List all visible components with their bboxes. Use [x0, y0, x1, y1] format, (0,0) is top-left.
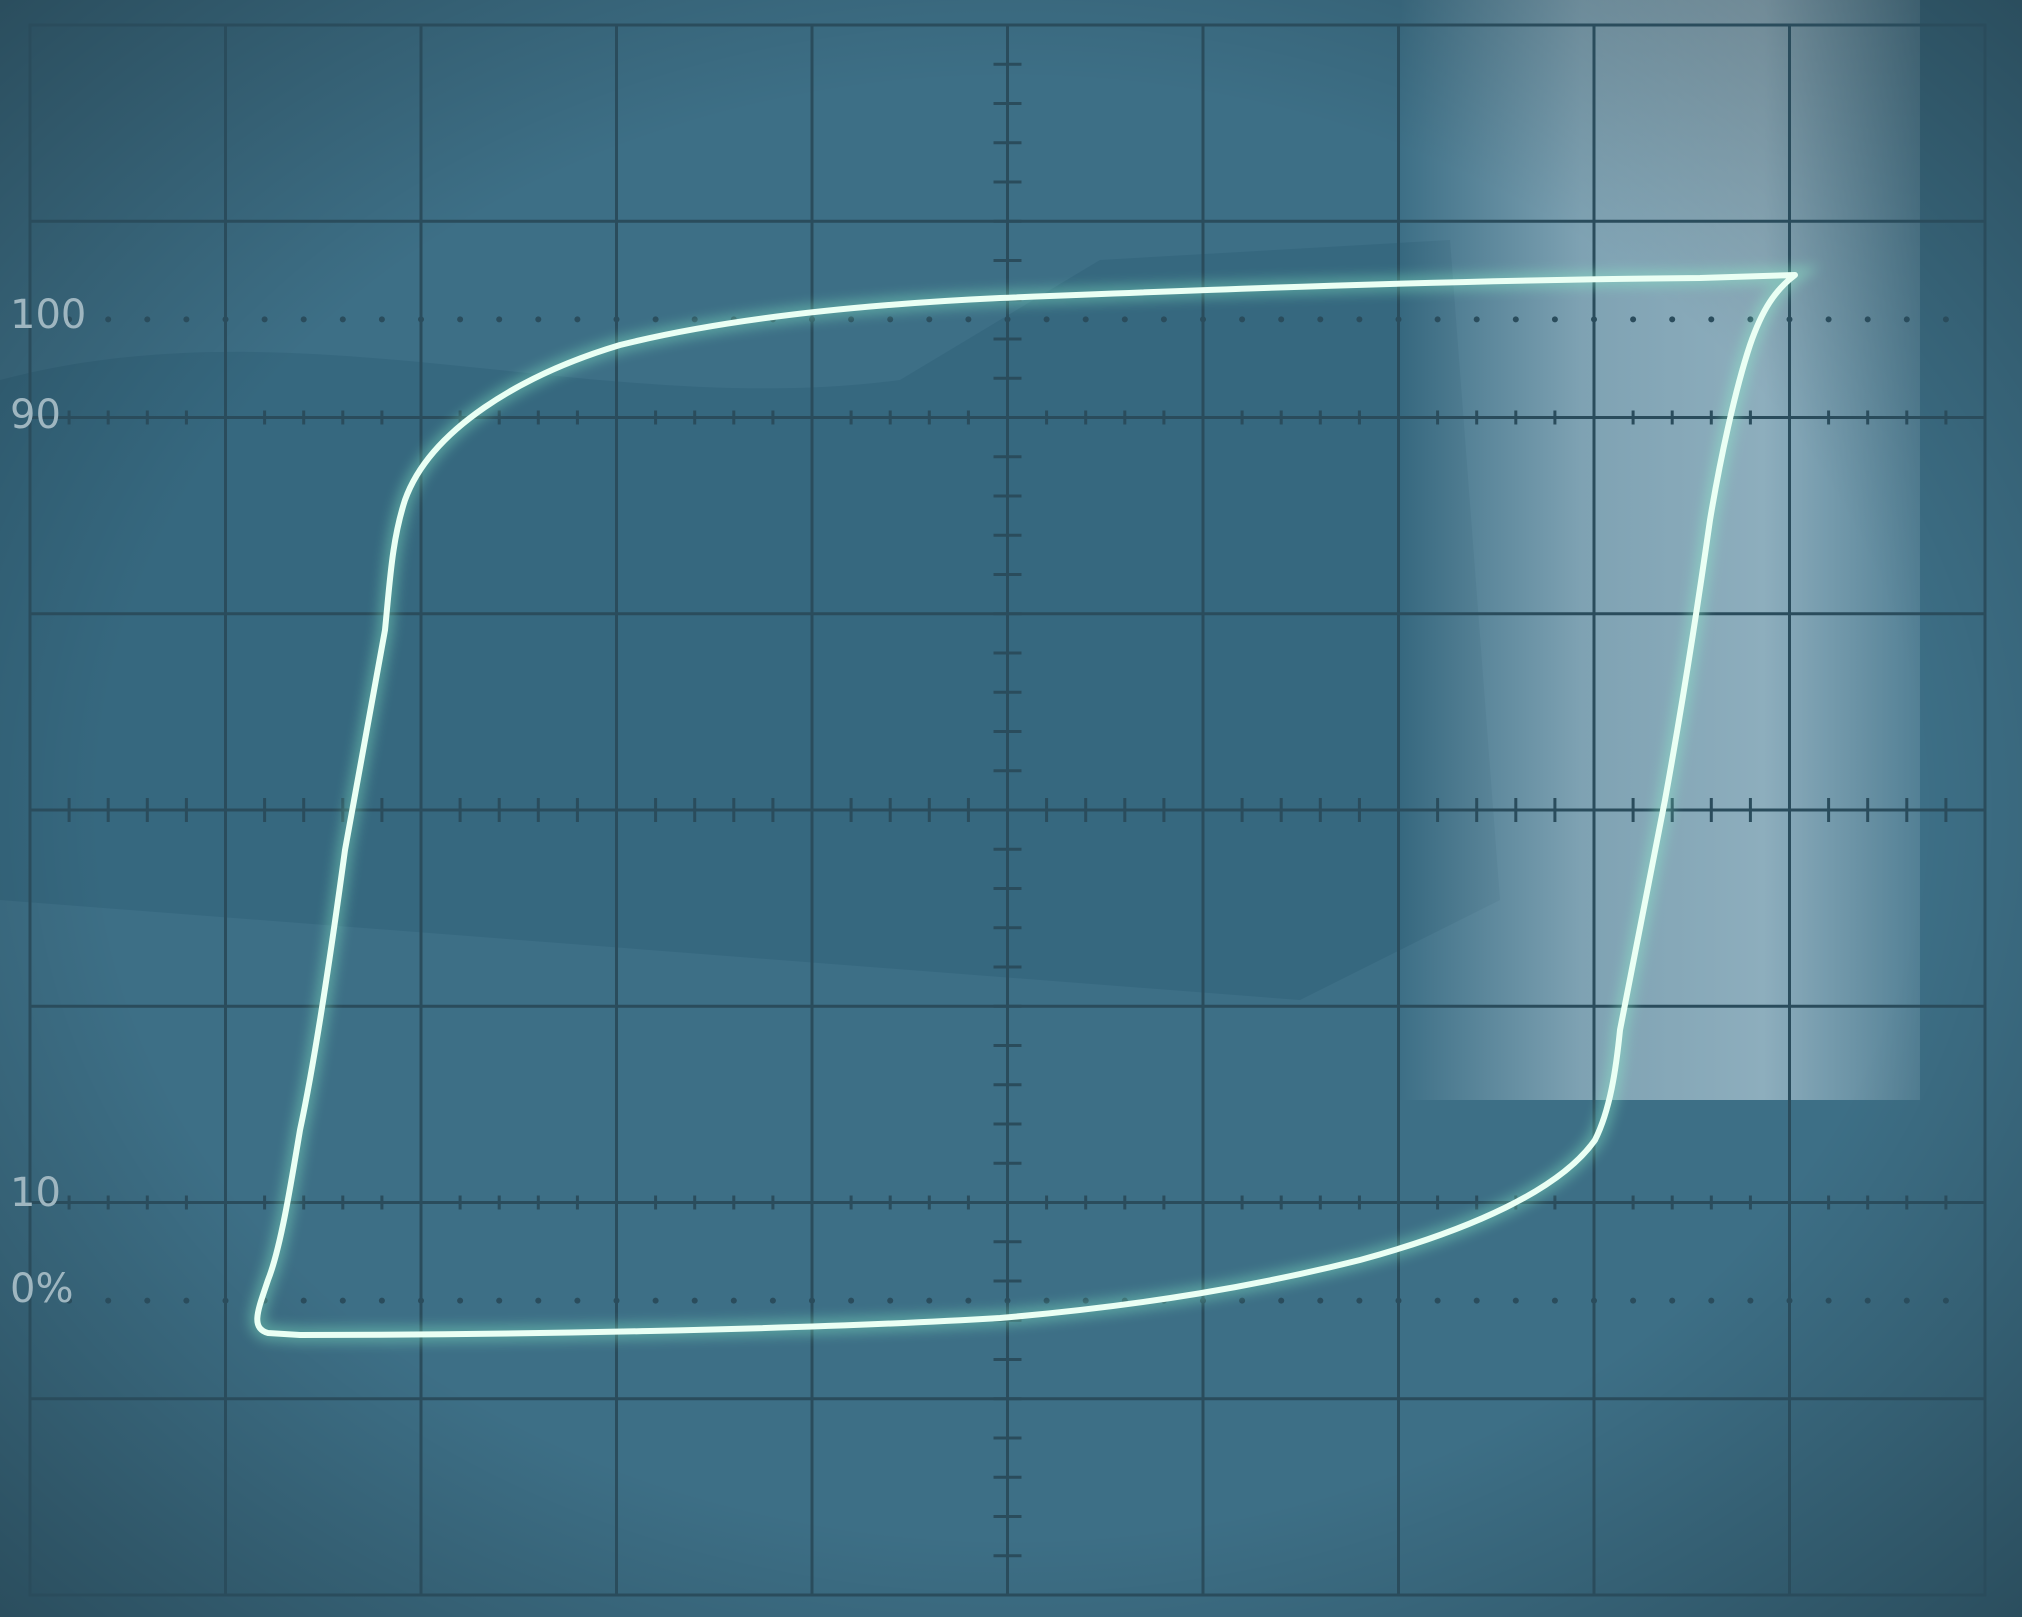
reference-dot	[1395, 316, 1402, 323]
reference-dot	[183, 1297, 190, 1304]
reference-dot	[1434, 316, 1441, 323]
reference-dot	[1317, 1297, 1324, 1304]
reference-dot	[1043, 1297, 1050, 1304]
reference-dot	[769, 1297, 776, 1304]
label-100: 100	[10, 292, 86, 338]
reference-dot	[144, 316, 151, 323]
reference-dot	[574, 316, 581, 323]
reference-dot	[1864, 1297, 1871, 1304]
reference-dot	[1239, 316, 1246, 323]
reference-dot	[457, 1297, 464, 1304]
label-10: 10	[10, 1170, 61, 1216]
reference-dot	[1278, 316, 1285, 323]
reference-dot	[1747, 1297, 1754, 1304]
reference-dot	[1004, 1297, 1011, 1304]
reference-dot	[1395, 1297, 1402, 1304]
reference-dot	[1239, 1297, 1246, 1304]
reference-dot	[1825, 1297, 1832, 1304]
reference-dot	[66, 316, 73, 323]
reference-dot	[1825, 316, 1832, 323]
reference-dot	[1630, 1297, 1637, 1304]
reference-dot	[1512, 316, 1519, 323]
reference-dot	[965, 316, 972, 323]
reference-dot	[1551, 316, 1558, 323]
reference-dot	[1356, 316, 1363, 323]
reference-dot	[1786, 316, 1793, 323]
label-0-percent: 0%	[10, 1266, 73, 1312]
reference-dot	[261, 316, 268, 323]
reference-dot	[1043, 316, 1050, 323]
reference-dot	[1160, 316, 1167, 323]
reference-dot	[300, 1297, 307, 1304]
reference-dot	[652, 316, 659, 323]
reference-dot	[1473, 1297, 1480, 1304]
reference-dot	[965, 1297, 972, 1304]
reference-dot	[1708, 316, 1715, 323]
graticule-ticks	[28, 23, 1987, 1597]
reference-dot	[1903, 316, 1910, 323]
reference-dot	[730, 1297, 737, 1304]
reference-dot	[535, 316, 542, 323]
reference-dot	[144, 1297, 151, 1304]
reference-dot	[1669, 316, 1676, 323]
reference-dot	[300, 316, 307, 323]
reference-dot	[848, 1297, 855, 1304]
reference-dot	[887, 1297, 894, 1304]
reference-dot	[66, 1297, 73, 1304]
reference-dot	[1200, 316, 1206, 323]
reference-dot	[418, 1297, 424, 1304]
reference-dot	[1551, 1297, 1558, 1304]
reference-dot	[1121, 316, 1128, 323]
reference-dot	[378, 316, 385, 323]
reference-dot	[574, 1297, 581, 1304]
reference-dot	[1903, 1297, 1910, 1304]
reference-dot	[1082, 316, 1089, 323]
reference-dot	[418, 316, 424, 323]
reference-dot	[1669, 1297, 1676, 1304]
label-90: 90	[10, 392, 61, 438]
reference-dot	[1512, 1297, 1519, 1304]
reference-dot	[105, 316, 112, 323]
reference-dot	[1786, 1297, 1793, 1304]
reference-dot	[1942, 316, 1949, 323]
reference-dot	[652, 1297, 659, 1304]
hysteresis-trace	[254, 272, 1798, 1338]
reference-dot	[1004, 316, 1011, 323]
reference-dot	[926, 316, 933, 323]
reference-dot	[339, 1297, 346, 1304]
reference-dot	[1630, 316, 1637, 323]
reference-dot	[496, 316, 503, 323]
reference-dot	[1942, 1297, 1949, 1304]
reference-dot	[1473, 316, 1480, 323]
reference-dot	[1708, 1297, 1715, 1304]
reference-dot	[457, 316, 464, 323]
reference-dot	[848, 316, 855, 323]
reference-dot	[613, 316, 620, 323]
reference-dot	[1317, 316, 1324, 323]
reference-dot	[339, 316, 346, 323]
reference-dot	[378, 1297, 385, 1304]
reference-dot	[1434, 1297, 1441, 1304]
reference-dot	[222, 1297, 229, 1304]
reference-dot	[613, 1297, 620, 1304]
reference-dot	[496, 1297, 503, 1304]
reference-dot	[691, 1297, 698, 1304]
reference-dot	[1278, 1297, 1285, 1304]
reference-dot	[535, 1297, 542, 1304]
reference-dot	[1591, 316, 1597, 323]
reference-dot	[887, 316, 894, 323]
reference-dot	[105, 1297, 112, 1304]
reference-dot	[1356, 1297, 1363, 1304]
reference-dot	[183, 316, 190, 323]
reference-dot	[1591, 1297, 1597, 1304]
reference-dot	[809, 1297, 815, 1304]
reference-dot	[222, 316, 229, 323]
reference-dot	[1864, 316, 1871, 323]
reference-dot	[926, 1297, 933, 1304]
